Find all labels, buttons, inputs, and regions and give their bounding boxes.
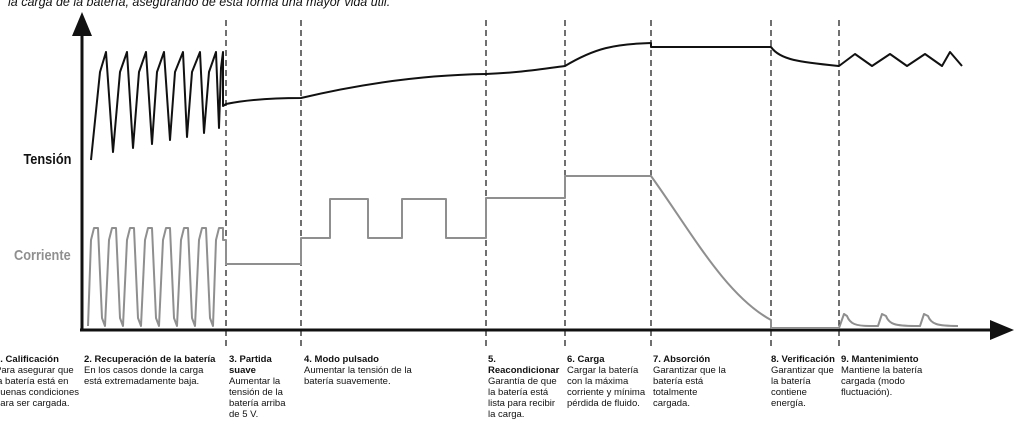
stage-3-partida-suave: 3. Partida suave Aumentar la tensión de … [229,354,297,420]
stage-desc: Aumentar la tensión de la batería suavem… [304,365,412,387]
tension-curve [90,42,963,161]
stage-desc: Mantiene la batería cargada (modo fluctu… [841,365,923,398]
x-axis-arrow [990,320,1014,340]
stage-1-calificacion: 1. Calificación Para asegurar que la bat… [0,354,83,409]
stage-title: 7. Absorción [653,354,711,365]
stage-title: 8. Verificación [771,354,835,365]
stage-title: 9. Mantenimiento [841,354,919,365]
intro-text: la carga de la batería, asegurando de es… [8,0,391,9]
stage-desc: Para asegurar que la batería está en bue… [0,365,79,409]
current-curve [87,175,959,329]
stage-title: 3. Partida suave [229,354,272,376]
stage-6-carga: 6. Carga Cargar la batería con la máxima… [567,354,649,409]
stage-desc: Cargar la batería con la máxima corrient… [567,365,646,409]
axis-label-tension: Tensión [23,151,71,168]
stage-7-absorcion: 7. Absorción Garantizar que la batería e… [653,354,735,409]
stage-desc: Garantizar que la batería está totalment… [653,365,726,409]
stage-2-recuperacion: 2. Recuperación de la batería En los cas… [84,354,220,387]
stage-title: 4. Modo pulsado [304,354,379,365]
stage-desc: Garantía de que la batería está lista pa… [488,376,557,420]
stage-title: 1. Calificación [0,354,59,365]
axis-label-current: Corriente [14,247,71,264]
stage-4-modo-pulsado: 4. Modo pulsado Aumentar la tensión de l… [304,354,414,387]
y-axis-arrow [72,12,92,36]
stage-5-reacondicionar: 5. Reacondicionar Garantía de que la bat… [488,354,562,420]
stage-title: 5. Reacondicionar [488,354,560,376]
stage-desc: Aumentar la tensión de la batería arriba… [229,376,286,420]
stage-dividers [225,20,840,350]
stage-desc: Garantizar que la batería contiene energ… [771,365,834,409]
stage-8-verificacion: 8. Verificación Garantizar que la baterí… [771,354,837,409]
stage-title: 2. Recuperación de la batería [84,354,216,365]
stage-desc: En los casos donde la carga está extrema… [84,365,204,387]
stage-9-mantenimiento: 9. Mantenimiento Mantiene la batería car… [841,354,933,398]
stage-title: 6. Carga [567,354,605,365]
